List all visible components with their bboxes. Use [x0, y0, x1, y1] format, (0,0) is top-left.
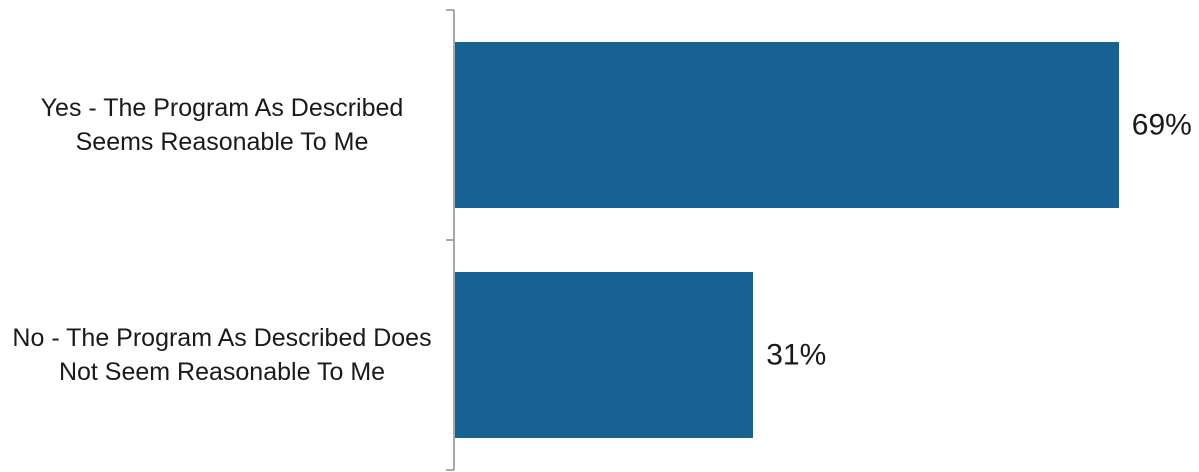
bar-2 — [455, 272, 754, 438]
category-axis — [446, 9, 455, 471]
category-label-1: Yes - The Program As Described Seems Reas… — [41, 94, 404, 156]
category-label-line: No - The Program As Described Does — [12, 324, 431, 352]
category-label-line: Not Seem Reasonable To Me — [59, 358, 385, 386]
bars-layer — [455, 42, 1119, 438]
bar-1 — [455, 42, 1119, 208]
category-label-2: No - The Program As Described Does Not Se… — [12, 324, 431, 386]
value-label-2: 31% — [766, 339, 826, 372]
category-label-line: Yes - The Program As Described — [41, 94, 404, 122]
category-label-line: Seems Reasonable To Me — [76, 128, 369, 156]
labels-layer: 69% Yes - The Program As Described Seems R… — [12, 94, 1191, 386]
value-label-1: 69% — [1132, 109, 1192, 142]
